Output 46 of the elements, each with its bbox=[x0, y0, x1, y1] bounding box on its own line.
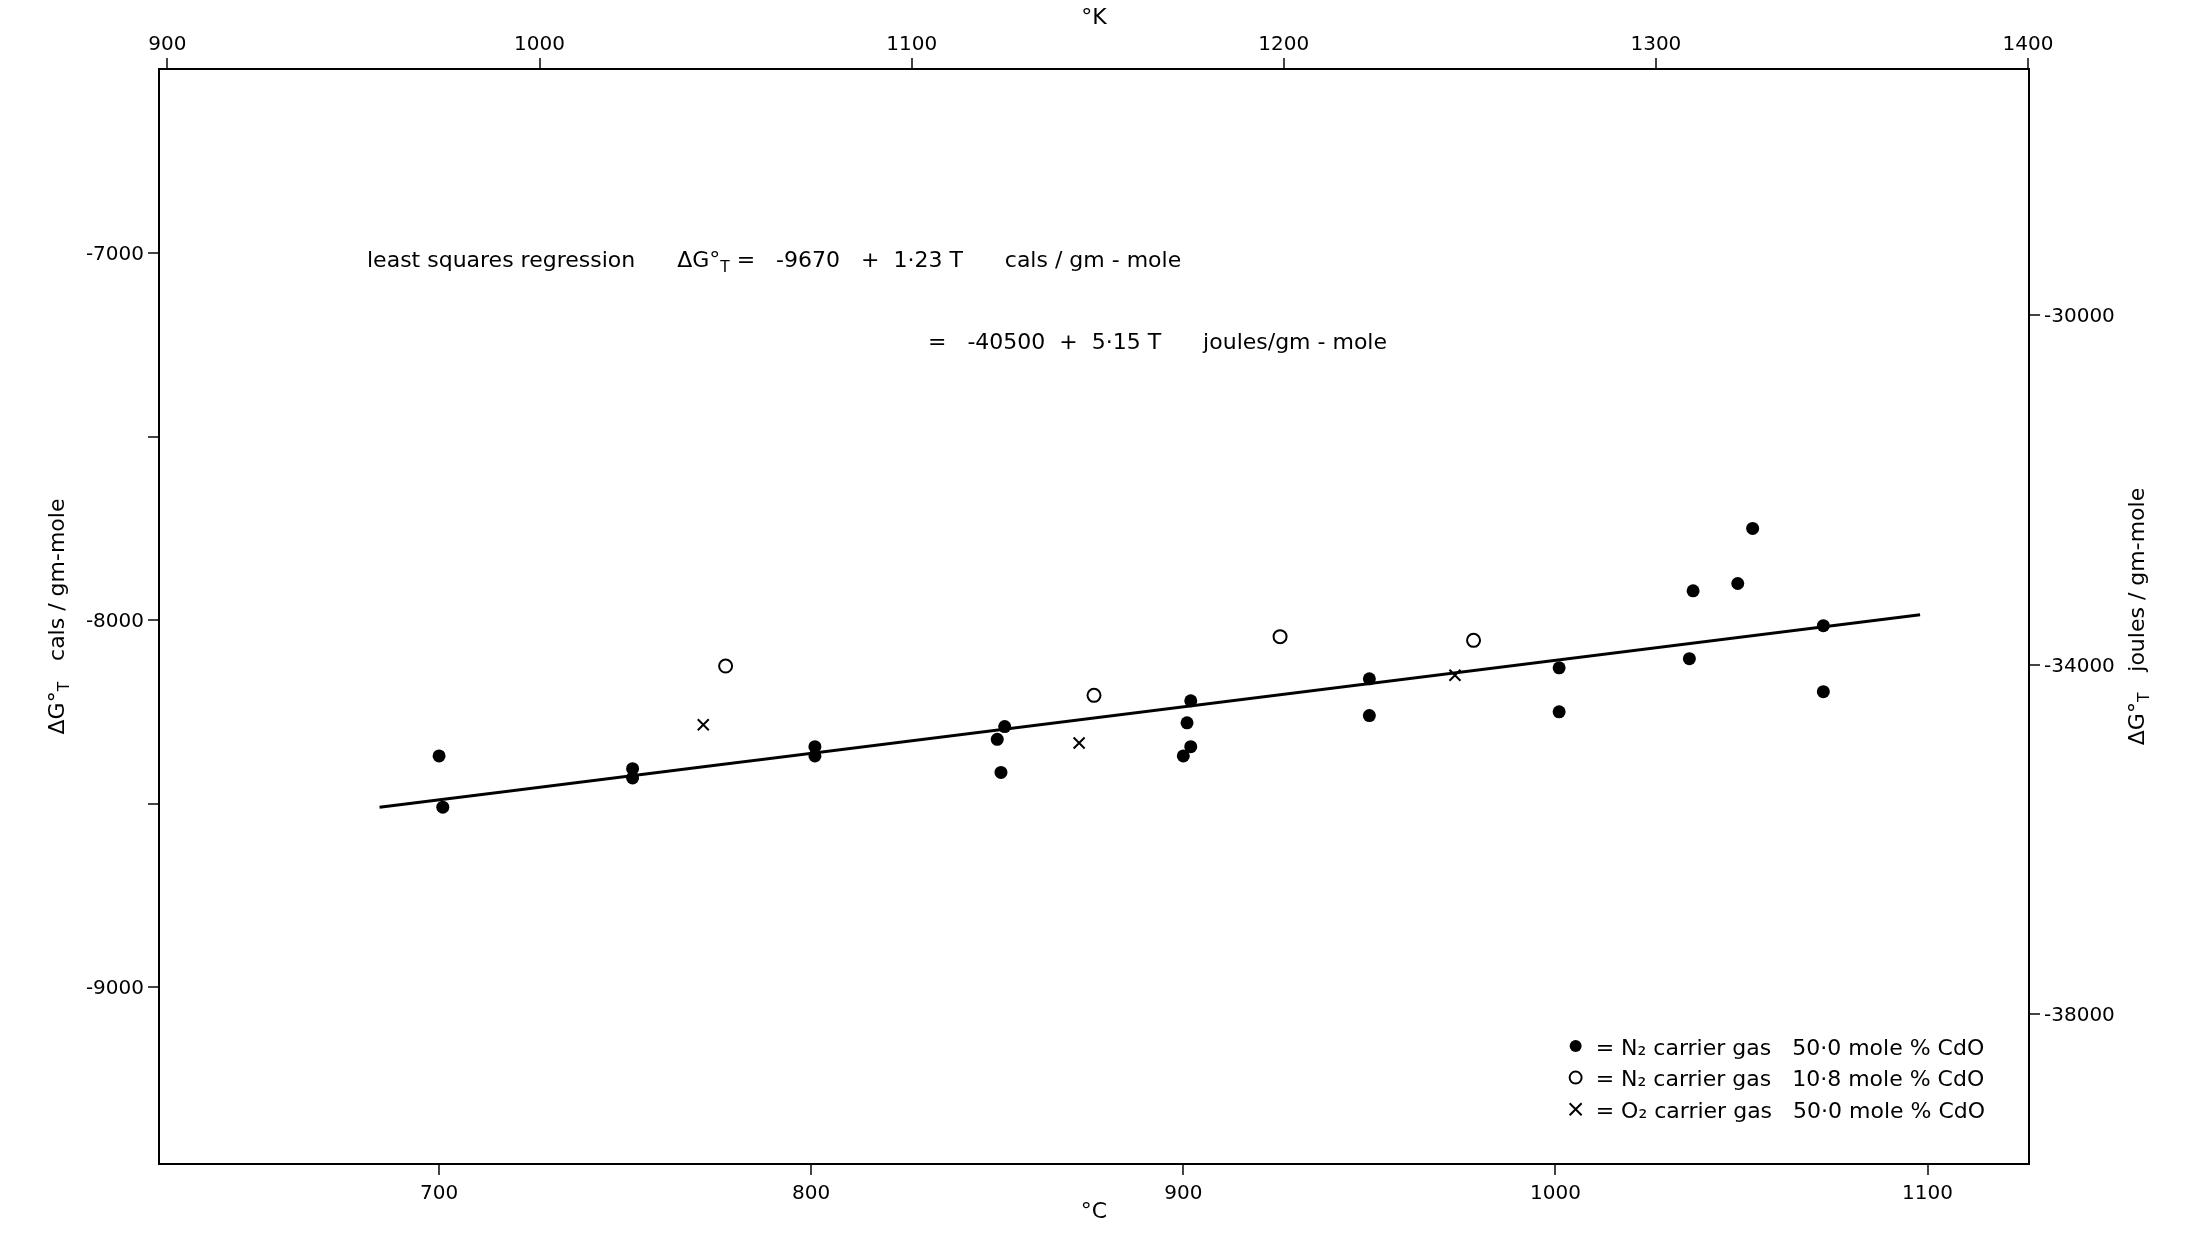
x2-tick-label: 1100 bbox=[886, 31, 938, 55]
point bbox=[1552, 661, 1566, 675]
x2-tick-label: 900 bbox=[148, 31, 187, 55]
y2-tick-label: -34000 bbox=[2044, 652, 2115, 677]
point bbox=[718, 658, 734, 674]
point bbox=[1816, 685, 1830, 699]
point bbox=[1686, 584, 1700, 598]
point bbox=[1448, 668, 1462, 682]
x-tick-label: 900 bbox=[1164, 1180, 1203, 1204]
point bbox=[1072, 736, 1086, 750]
x-tick-label: 1000 bbox=[1529, 1180, 1581, 1204]
legend-label: = N₂ carrier gas 50·0 mole % CdO bbox=[1595, 1034, 1985, 1060]
point bbox=[1466, 632, 1482, 648]
x2-tick-label: 1000 bbox=[514, 31, 565, 55]
point bbox=[994, 765, 1008, 779]
y2-tick-label: -30000 bbox=[2044, 302, 2115, 327]
y-tick-label: -8000 bbox=[85, 608, 144, 633]
x-axis-title: °C bbox=[1080, 1198, 1108, 1224]
y-tick-label: -7000 bbox=[85, 241, 144, 266]
x-tick-label: 1100 bbox=[1902, 1180, 1953, 1204]
point bbox=[1180, 716, 1194, 730]
annotation: = -40500 + 5·15 T joules/gm - mole bbox=[928, 329, 1388, 354]
point bbox=[1682, 652, 1696, 666]
x2-tick-label: 1400 bbox=[2002, 31, 2054, 55]
point bbox=[436, 800, 450, 814]
x-tick-label: 700 bbox=[419, 1180, 459, 1204]
x2-tick-label: 1200 bbox=[1258, 31, 1310, 55]
legend-label: = O₂ carrier gas 50·0 mole % CdO bbox=[1595, 1097, 1986, 1123]
point bbox=[696, 718, 710, 732]
point bbox=[1746, 521, 1760, 535]
point bbox=[1272, 629, 1288, 645]
point bbox=[432, 749, 446, 763]
y2-tick-label: -38000 bbox=[2044, 1002, 2115, 1027]
point bbox=[1731, 576, 1745, 590]
x-tick-label: 800 bbox=[792, 1180, 831, 1204]
point bbox=[1176, 749, 1190, 763]
annotation: least squares regression ΔG°$_{T}$ = -9670 + 1·23 T cals / gm - mole bbox=[367, 247, 1182, 276]
point bbox=[1184, 740, 1198, 754]
point bbox=[1552, 705, 1566, 719]
y-tick-label: -9000 bbox=[85, 974, 144, 999]
point bbox=[1086, 687, 1102, 703]
point bbox=[1362, 709, 1376, 723]
point bbox=[990, 732, 1004, 746]
x2-tick-label: 1300 bbox=[1630, 31, 1682, 55]
x2-axis-title: °K bbox=[1081, 4, 1108, 30]
legend-label: = N₂ carrier gas 10·8 mole % CdO bbox=[1595, 1066, 1985, 1092]
